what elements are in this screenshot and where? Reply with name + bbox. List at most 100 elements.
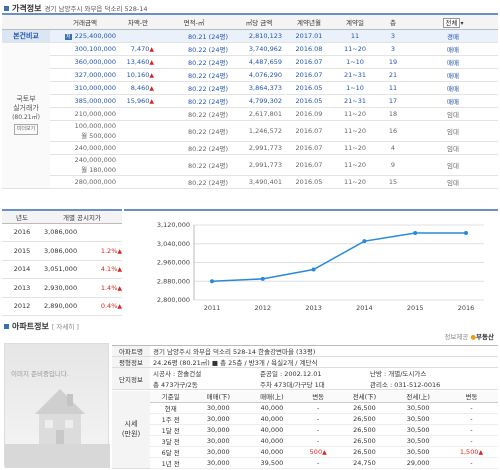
official-row: 2016 3,086,000 bbox=[2, 223, 122, 242]
cell-per: 2,617,801 bbox=[248, 109, 282, 118]
cell-area: 80.22 (24평) bbox=[188, 127, 228, 136]
official-row: 2014 3,051,000 4.1%▲ bbox=[2, 260, 122, 279]
price-row[interactable]: 360,000,000 13,460▲ 80.22 (24평) 4,487,659 20… bbox=[2, 55, 498, 68]
cell-type: 경매 bbox=[447, 32, 459, 41]
market-value: 현재 bbox=[164, 404, 177, 413]
market-value: - bbox=[470, 403, 473, 412]
price-row[interactable]: 280,000,000 80.22 (24평) 3,490,401 2016.05 11… bbox=[2, 175, 498, 188]
market-value: 26,500 bbox=[353, 447, 376, 456]
low-badge: 저 bbox=[65, 33, 72, 40]
amount-value: 300,100,000 bbox=[74, 44, 116, 53]
data-point bbox=[362, 239, 367, 244]
amount-value: 100,000,000 bbox=[74, 121, 116, 130]
market-j-hi: 30,500 bbox=[391, 402, 445, 413]
market-s-ch: 500▲ bbox=[299, 446, 338, 457]
price-row[interactable]: 240,000,000 월 180,000 80.22 (24평) 2,991,773… bbox=[2, 154, 498, 175]
price-row[interactable]: 100,000,000 월 500,000 80.22 (24평) 1,246,572… bbox=[2, 120, 498, 141]
arrow-up-icon: ▲ bbox=[478, 448, 484, 456]
cell-area: 80.22 (24평) bbox=[188, 71, 228, 80]
trade-amount: 100,000,000 월 500,000 bbox=[50, 120, 120, 141]
y-tick-label: 3,040,000 bbox=[157, 240, 190, 248]
market-value: 30,000 bbox=[206, 447, 230, 456]
cell-type: 매매 bbox=[447, 58, 459, 67]
price-line-chart: 3,120,000 3,040,000 2,960,000 2,880,000 2,80… bbox=[157, 221, 484, 312]
more-button[interactable]: 미더보기 bbox=[13, 124, 39, 135]
cell-per: 4,799,302 bbox=[248, 96, 282, 105]
cell-per: 3,490,401 bbox=[248, 177, 282, 186]
market-value: 39,500 bbox=[260, 458, 284, 467]
market-value: - bbox=[317, 425, 320, 434]
price-header-col: 계약일 bbox=[346, 18, 364, 27]
market-value: 30,500 bbox=[406, 414, 430, 423]
market-value: 30,500 bbox=[406, 436, 430, 445]
official-price-cell: 3,086,000 bbox=[42, 223, 122, 242]
x-tick-label: 2016 bbox=[458, 304, 475, 312]
type-info: 24.26평 (80.21㎡) ■ 총 25층 / 방3개 / 욕실2개 / 계… bbox=[153, 359, 318, 367]
pct-value: 1.2% bbox=[100, 246, 118, 255]
price-table: 거래금액 차액-만 면적-㎡ ㎡당 금액 계약년월 계약일 층 전체 ▾ 본건비교 저 225,40… bbox=[2, 13, 498, 189]
cell-day: 1~10 bbox=[346, 57, 364, 66]
market-date: 1주 전 bbox=[150, 413, 191, 424]
market-value: 3달 전 bbox=[161, 437, 180, 446]
market-value: 26,500 bbox=[353, 403, 376, 412]
cell-ym: 2016.07 bbox=[295, 70, 323, 79]
price-row[interactable]: 본건비교 저 225,400,000 80.21 (24평) 2,810,123 2017… bbox=[2, 29, 498, 42]
cell-day: 11~20 bbox=[344, 160, 366, 169]
trade-amount: 240,000,000 월 180,000 bbox=[50, 154, 120, 175]
arrow-up-icon: ▲ bbox=[149, 97, 154, 105]
market-j-ch: 1,500▲ bbox=[445, 446, 498, 457]
apartment-detail-link[interactable]: [ 자세히 ] bbox=[51, 323, 79, 331]
chevron-down-icon[interactable]: ▾ bbox=[460, 19, 464, 27]
official-price-cell: 3,086,000 1.2%▲ bbox=[42, 242, 122, 261]
y-tick-label: 2,800,000 bbox=[157, 296, 190, 304]
market-s-lo: 30,000 bbox=[191, 424, 245, 435]
market-value: 30,500 bbox=[406, 403, 430, 412]
market-date: 1달 전 bbox=[150, 424, 191, 435]
market-price-table: 기준일 매매(下) 매매(上) 변동 전세(下) 전세(上) 변동 현재 30,000 40,0… bbox=[150, 391, 498, 469]
official-price-table: 년도 개별 공시지가 2016 3,086,000 2015 3,086,000 1.2… bbox=[2, 209, 122, 316]
series-line bbox=[211, 232, 466, 282]
type-filter-select[interactable]: 전체 bbox=[442, 17, 461, 28]
market-row: 1년 전 30,000 39,500 - 24,750 29,000 - bbox=[150, 457, 498, 468]
price-row[interactable]: 국토부 실거래가 (80.21㎡) 미더보기 300,100,000 7,470▲ 80.2… bbox=[2, 42, 498, 188]
provider-logo-icon: ● bbox=[470, 333, 477, 341]
price-header-col: 차액-만 bbox=[127, 18, 149, 27]
market-price: 시세 (만원) 기준일 매매(下) 매매(上) 변동 전세(下) 전세(上) 변동 현재 30… bbox=[112, 391, 498, 469]
official-header-price: 개별 공시지가 bbox=[63, 213, 101, 222]
price-row[interactable]: 210,000,000 80.22 (24평) 2,617,801 2016.09 11… bbox=[2, 107, 498, 120]
house-placeholder-icon bbox=[5, 389, 110, 468]
market-value: 1달 전 bbox=[161, 426, 180, 435]
market-header-col: 기준일 bbox=[161, 393, 180, 402]
market-s-lo: 30,000 bbox=[191, 457, 245, 468]
price-row[interactable]: 327,000,000 10,160▲ 80.22 (24평) 4,076,290 20… bbox=[2, 68, 498, 81]
market-j-hi: 30,500 bbox=[391, 413, 445, 424]
cell-day: 11~20 bbox=[344, 44, 366, 53]
price-row[interactable]: 240,000,000 80.22 (24평) 2,991,773 2016.07 11… bbox=[2, 141, 498, 154]
arrow-up-icon: ▲ bbox=[117, 247, 122, 255]
market-date: 현재 bbox=[150, 402, 191, 413]
price-row[interactable]: 310,000,000 8,460▲ 80.22 (24평) 3,864,373 201… bbox=[2, 81, 498, 94]
market-value: 500 bbox=[309, 447, 323, 456]
market-value: - bbox=[470, 414, 473, 423]
cell-day: 11~20 bbox=[344, 109, 366, 118]
cell-ym: 2016.05 bbox=[295, 83, 323, 92]
cell-area: 80.22 (24평) bbox=[188, 97, 228, 106]
amount-value: 385,000,000 bbox=[74, 96, 116, 105]
y-tick-label: 3,120,000 bbox=[157, 221, 190, 229]
cell-ym: 2016.07 bbox=[295, 57, 323, 66]
arrow-up-icon: ▲ bbox=[149, 58, 154, 66]
market-value: - bbox=[470, 458, 473, 467]
official-row: 2012 2,890,000 0.4%▲ bbox=[2, 297, 122, 316]
market-header-col: 매매(上) bbox=[260, 393, 284, 402]
management-office: 관리소 : 031-512-0016 bbox=[370, 380, 441, 389]
cell-type: 임대 bbox=[447, 110, 459, 119]
label-market-price-line1: 시세 bbox=[124, 420, 138, 429]
data-point bbox=[260, 276, 265, 281]
price-info-title: 가격정보 경기 남양주시 와부읍 덕소리 528-14 bbox=[4, 3, 148, 14]
market-value: 30,500 bbox=[406, 447, 430, 456]
diff-cell bbox=[120, 120, 156, 141]
provider-brand: 부동산 bbox=[476, 333, 494, 341]
price-row[interactable]: 385,000,000 15,960▲ 80.22 (24평) 4,799,302 20… bbox=[2, 94, 498, 107]
arrow-up-icon: ▲ bbox=[322, 448, 327, 456]
market-s-ch: - bbox=[299, 435, 338, 446]
